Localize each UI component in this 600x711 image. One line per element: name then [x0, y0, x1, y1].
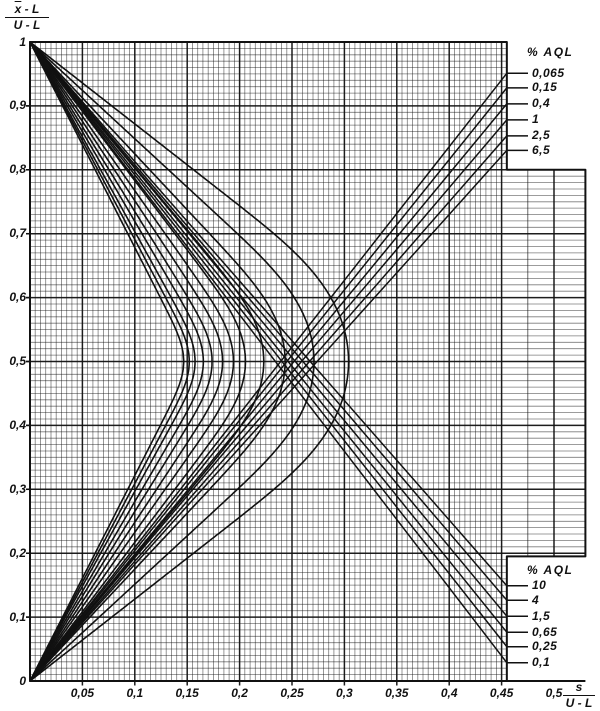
legend-header-bottom: % AQL: [527, 562, 574, 577]
x-tick-label-0,5: 0,5: [545, 686, 563, 700]
acceptance-curve-aql-10: [29, 41, 350, 682]
aql-label-1.5: 1,5: [532, 608, 551, 623]
acceptance-curve-aql-4: [29, 41, 286, 682]
aql-label-0.1: 0,1: [532, 655, 551, 670]
acceptance-curve-aql-0.15: [29, 41, 196, 682]
acceptance-curve-aql-0.065: [29, 41, 185, 682]
x-axis-label: s U - L: [563, 681, 595, 710]
x-tick-label-0,4: 0,4: [440, 686, 458, 700]
acceptance-line-aql-1: [29, 119, 508, 682]
acceptance-line-aql-6.5: [29, 149, 508, 682]
acceptance-line-aql-0.065: [29, 72, 508, 682]
acceptance-curve-aql-1.5: [29, 41, 247, 682]
y-tick-label-0,4: 0,4: [9, 417, 26, 432]
aql-label-2.5: 2,5: [532, 128, 551, 143]
acceptance-line-aql-0.15: [29, 87, 508, 682]
x-tick-label-0,35: 0,35: [385, 686, 409, 700]
acceptance-line-aql-0.4: [29, 103, 508, 682]
y-tick-label-0,6: 0,6: [9, 290, 26, 305]
x-tick-label-0,25: 0,25: [280, 686, 304, 700]
aql-label-1: 1: [532, 112, 540, 127]
x-tick-label-0,1: 0,1: [126, 686, 144, 700]
x-axis-label-denominator: U - L: [565, 696, 593, 710]
acceptance-line-aql-0.1: [29, 41, 508, 664]
acceptance-line-aql-2.5: [29, 135, 508, 682]
acceptance-curve-aql-0.4: [29, 41, 213, 682]
acceptance-line-aql-0.25: [29, 41, 508, 648]
x-axis-label-numerator: s: [563, 681, 595, 696]
y-tick-label-0,9: 0,9: [9, 98, 26, 113]
y-axis-label-denominator: U - L: [13, 18, 41, 32]
y-tick-label-0,2: 0,2: [9, 545, 26, 560]
y-tick-label-0,8: 0,8: [9, 162, 26, 177]
x-tick-label-0,05: 0,05: [70, 686, 95, 700]
y-axis-label-numerator-rest: - L: [21, 2, 40, 16]
legend-header-top: % AQL: [527, 45, 574, 59]
x-tick-label-0,15: 0,15: [175, 686, 199, 700]
acceptance-curve-aql-0.1: [29, 41, 190, 682]
aql-label-10: 10: [532, 578, 547, 593]
aql-label-0.15: 0,15: [532, 80, 558, 95]
aql-label-0.065: 0,065: [532, 65, 565, 80]
aql-label-0.4: 0,4: [532, 96, 551, 111]
acceptance-curve-aql-0.25: [29, 41, 205, 682]
aql-label-4: 4: [532, 592, 540, 607]
y-axis-label: x - L U - L: [5, 3, 49, 32]
y-tick-label-1: 1: [19, 34, 26, 49]
plot-border: [29, 41, 587, 682]
acceptance-curve-aql-6.5: [29, 41, 315, 682]
aql-label-6.5: 6,5: [532, 142, 551, 157]
y-tick-label-0,1: 0,1: [9, 609, 26, 624]
y-tick-label-0,7: 0,7: [9, 226, 26, 241]
acceptance-line-aql-4: [29, 41, 508, 601]
acceptance-curve-aql-1: [29, 41, 235, 682]
acceptance-line-aql-1.5: [29, 41, 508, 617]
y-tick-label-0: 0: [19, 673, 26, 688]
y-tick-label-0,3: 0,3: [9, 481, 26, 496]
aql-label-0.25: 0,25: [532, 639, 558, 654]
acceptance-curve-aql-0.65: [29, 41, 224, 682]
x-tick-label-0,2: 0,2: [231, 686, 248, 700]
y-axis-label-numerator: x - L: [5, 3, 49, 18]
acceptance-line-aql-10: [29, 41, 508, 587]
x-tick-label-0,45: 0,45: [489, 686, 514, 700]
x-tick-label-0,3: 0,3: [336, 686, 353, 700]
acceptance-line-aql-0.65: [29, 41, 508, 633]
aql-label-0.65: 0,65: [532, 624, 558, 639]
y-tick-label-0,5: 0,5: [9, 354, 26, 368]
xbar-symbol: x: [14, 2, 22, 16]
